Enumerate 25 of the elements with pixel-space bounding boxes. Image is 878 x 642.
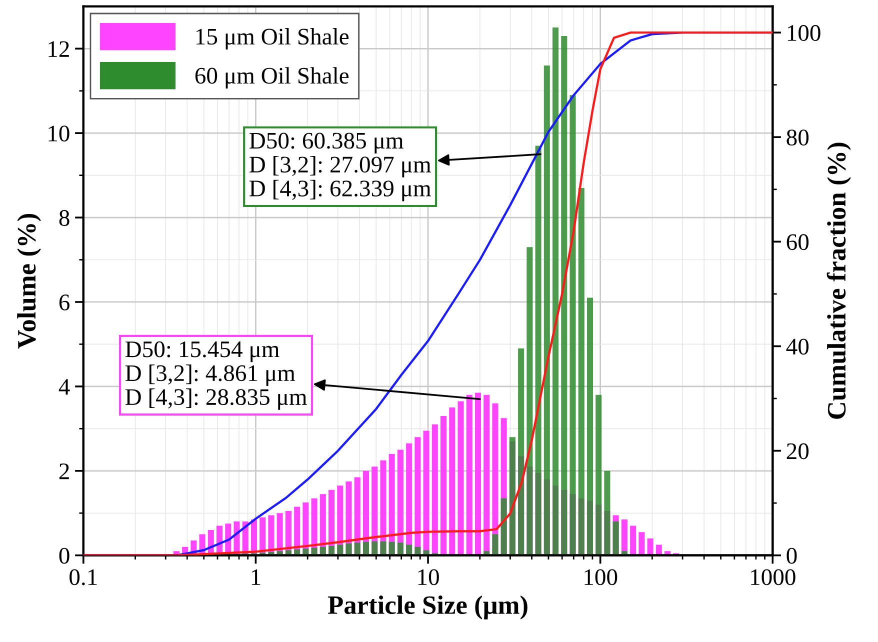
y2-tick-label: 100 [788,25,820,41]
annotation: D50: 60.385 μm D [3,2]: 27.097 μm D [4,3]: 62.339 μm [250,132,431,202]
annotation: D50: 15.454 μm D [3,2]: 4.861 μm D [4,3]: 28.835 μm [125,341,307,410]
y2-tick-label: 80 [786,130,809,146]
x-axis-title: Particle Size (μm) [328,595,528,620]
legend-label: 60 μm Oil Shale [195,67,349,89]
x-tick-label: 1000 [751,569,796,586]
y2-tick-label: 20 [786,443,809,460]
y2-tick-label: 40 [786,338,809,355]
y-tick-label: 2 [59,463,69,480]
x-tick-label: 0.1 [70,569,97,586]
y2-axis-title: Cumulative fraction (%) [826,142,852,419]
y-tick-label: 10 [48,126,70,142]
y2-tick-label: 60 [786,234,809,250]
y-tick-label: 0 [59,548,70,564]
legend-label: 15 μm Oil Shale [196,28,349,50]
y-tick-label: 8 [59,210,70,226]
y-axis-title: Volume (%) [17,214,42,349]
x-tick-label: 10 [418,569,439,586]
x-tick-label: 100 [584,569,618,586]
y2-tick-label: 0 [786,548,797,564]
y-tick-label: 6 [59,294,70,310]
x-tick-label: 1 [252,569,260,585]
y-tick-label: 12 [48,41,69,57]
y-tick-label: 4 [58,379,70,395]
